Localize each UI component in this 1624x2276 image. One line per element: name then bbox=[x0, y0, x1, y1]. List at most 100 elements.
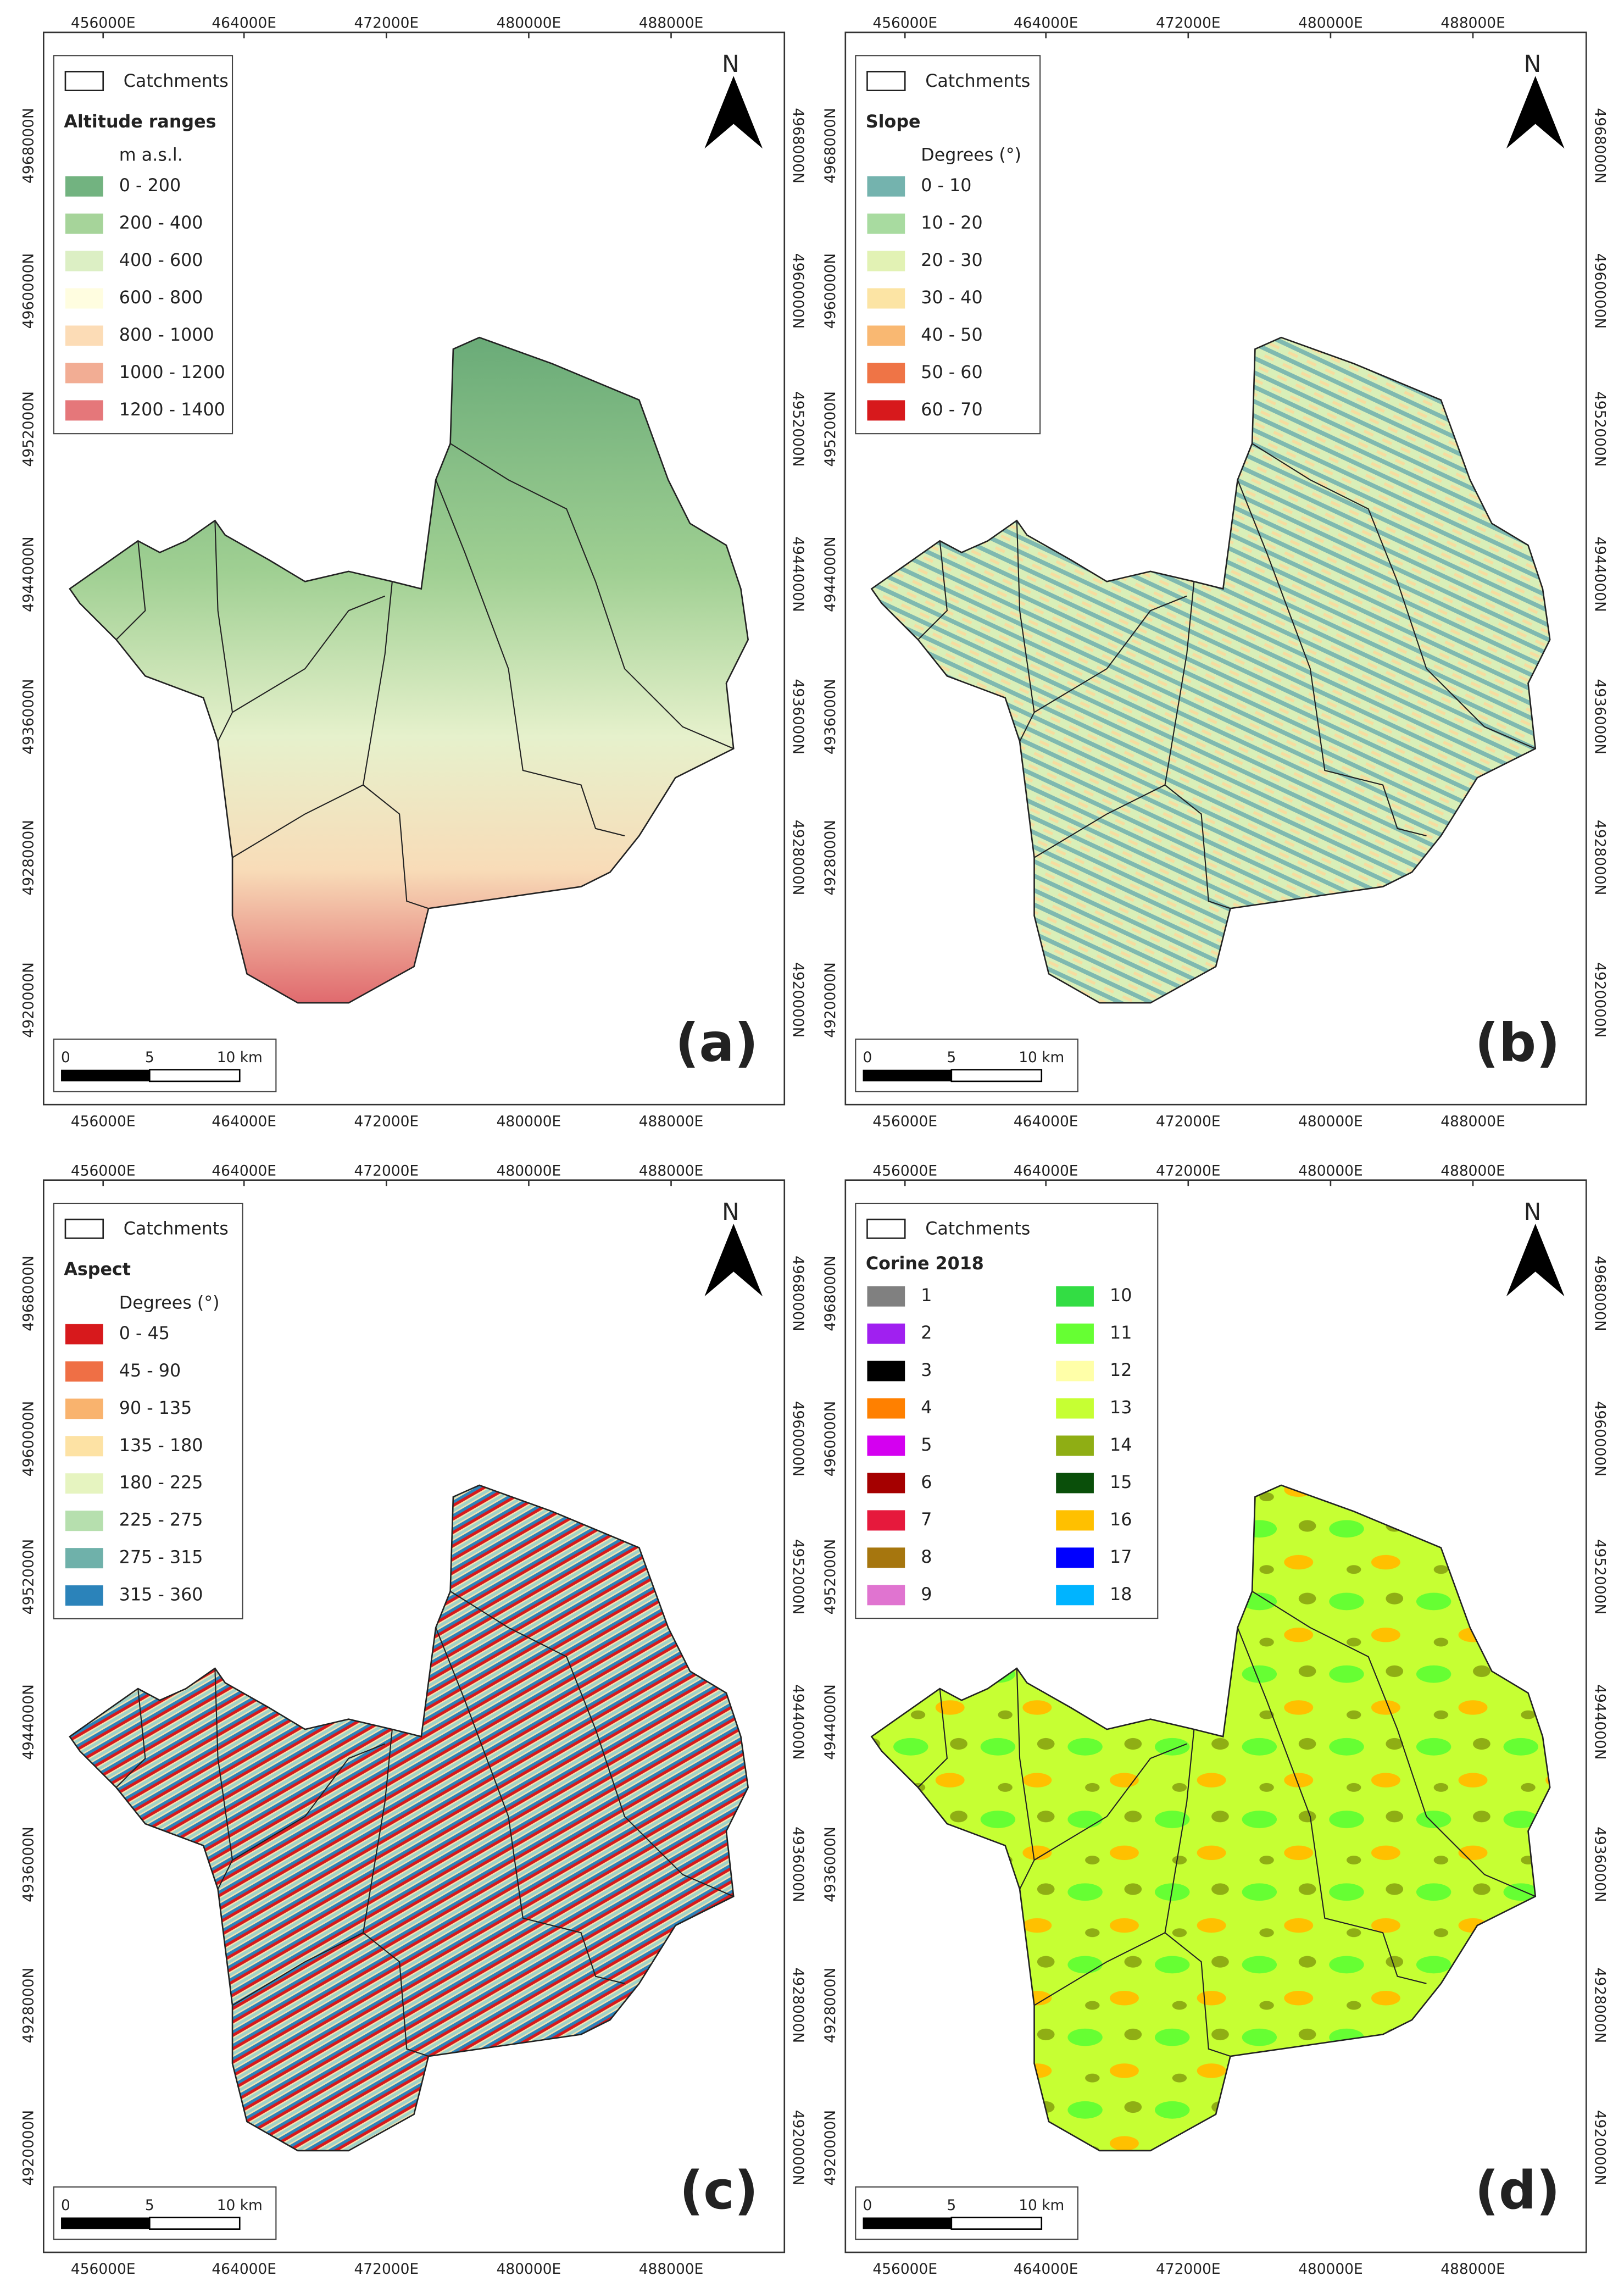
catchment-boundary bbox=[362, 581, 429, 909]
catchment-boundary bbox=[1164, 581, 1231, 909]
legend-label: 4 bbox=[921, 1398, 932, 1418]
catchment-boundary bbox=[362, 1729, 429, 2057]
legend-label: 200 - 400 bbox=[119, 213, 203, 233]
scale-box bbox=[855, 2186, 1078, 2240]
grid-y-label: 4936000N bbox=[1592, 679, 1609, 754]
scale-label: 0 bbox=[863, 1049, 872, 1066]
grid-x-label: 488000E bbox=[639, 15, 704, 32]
legend-label: 180 - 225 bbox=[119, 1473, 203, 1493]
scale-bar-white bbox=[950, 1069, 1043, 1083]
grid-y-label: 4920000N bbox=[822, 2110, 839, 2186]
grid-y-label: 4952000N bbox=[1592, 1539, 1609, 1615]
north-arrow bbox=[1506, 76, 1565, 149]
legend-label: 40 - 50 bbox=[921, 325, 982, 345]
legend-swatch bbox=[65, 288, 103, 309]
grid-y-label: 4928000N bbox=[822, 1968, 839, 2044]
legend-swatch bbox=[867, 1510, 905, 1531]
grid-x-label: 456000E bbox=[872, 2261, 937, 2276]
catchment-boundary bbox=[1164, 1729, 1231, 2057]
legend-subtitle: Degrees (°) bbox=[119, 1293, 220, 1313]
grid-y-label: 4928000N bbox=[789, 820, 807, 896]
catchment-map bbox=[69, 1484, 749, 2152]
grid-x-label: 488000E bbox=[1441, 1162, 1505, 1179]
legend-label: Catchments bbox=[124, 71, 229, 91]
catchment-boundary bbox=[1016, 520, 1035, 742]
scale-box bbox=[53, 2186, 277, 2240]
grid-y-label: 4968000N bbox=[20, 108, 37, 184]
legend-swatch bbox=[867, 325, 905, 346]
legend-label: 225 - 275 bbox=[119, 1511, 203, 1530]
grid-x-label: 480000E bbox=[1298, 1162, 1363, 1179]
legend-swatch bbox=[867, 1286, 905, 1307]
grid-x-label: 472000E bbox=[354, 1113, 419, 1130]
grid-y-label: 4944000N bbox=[789, 1684, 807, 1760]
grid-y-label: 4928000N bbox=[1592, 820, 1609, 896]
scale-label: 5 bbox=[947, 1049, 956, 1066]
legend-swatch bbox=[867, 1398, 905, 1419]
grid-y-label: 4944000N bbox=[789, 536, 807, 612]
scale-bar-black bbox=[863, 2217, 952, 2229]
legend-title: Corine 2018 bbox=[866, 1254, 984, 1274]
grid-x-label: 464000E bbox=[1014, 15, 1078, 32]
grid-y-label: 4960000N bbox=[1592, 1401, 1609, 1477]
legend-label: 13 bbox=[1110, 1398, 1132, 1418]
legend-swatch bbox=[65, 1436, 103, 1457]
legend-swatch bbox=[867, 251, 905, 271]
catchment-boundary bbox=[450, 1591, 734, 1897]
catchment-boundary bbox=[214, 1668, 233, 1890]
map-panel: 456000E 456000E 464000E 464000E 472000E 47200… bbox=[20, 15, 807, 1130]
grid-y-label: 4936000N bbox=[20, 679, 37, 754]
grid-y-label: 4936000N bbox=[20, 1827, 37, 1902]
grid-x-label: 472000E bbox=[1156, 2261, 1221, 2276]
north-label: N bbox=[1524, 1198, 1542, 1225]
scale-label: 5 bbox=[145, 2197, 154, 2214]
legend-swatch bbox=[1056, 1286, 1094, 1307]
legend-label: 0 - 200 bbox=[119, 176, 181, 196]
catchment-boundary bbox=[232, 595, 386, 713]
legend-swatch bbox=[65, 1473, 103, 1494]
legend-swatch bbox=[867, 400, 905, 421]
catchment-boundary bbox=[1252, 443, 1536, 750]
grid-x-label: 480000E bbox=[497, 1162, 561, 1179]
legend-swatch bbox=[867, 1323, 905, 1344]
grid-y-label: 4960000N bbox=[20, 1401, 37, 1477]
legend-swatch bbox=[867, 1547, 905, 1568]
legend-label: 16 bbox=[1110, 1510, 1132, 1530]
grid-y-label: 4960000N bbox=[789, 253, 807, 329]
catchment-boundary bbox=[232, 1743, 386, 1861]
grid-x-label: 464000E bbox=[1014, 1113, 1078, 1130]
legend-label: 60 - 70 bbox=[921, 400, 982, 420]
grid-y-label: 4920000N bbox=[20, 2110, 37, 2186]
north-label: N bbox=[722, 1198, 739, 1225]
legend-swatch bbox=[1056, 1585, 1094, 1606]
legend-label: Catchments bbox=[124, 1219, 229, 1239]
scale-bar-black bbox=[61, 2217, 150, 2229]
grid-x-label: 480000E bbox=[497, 2261, 561, 2276]
grid-y-label: 4952000N bbox=[1592, 391, 1609, 467]
map-panel: 456000E 456000E 464000E 464000E 472000E 47200… bbox=[822, 1162, 1609, 2276]
legend-swatch bbox=[64, 1218, 104, 1239]
legend-swatch bbox=[65, 1548, 103, 1569]
catchment-boundary bbox=[115, 541, 146, 640]
grid-y-label: 4968000N bbox=[1592, 1256, 1609, 1331]
legend-label: 14 bbox=[1110, 1435, 1132, 1455]
legend-swatch bbox=[1056, 1435, 1094, 1456]
legend-swatch bbox=[64, 70, 104, 91]
grid-y-label: 4952000N bbox=[822, 1539, 839, 1615]
catchment-boundary bbox=[450, 443, 734, 750]
legend-label: 11 bbox=[1110, 1323, 1132, 1343]
legend-swatch bbox=[867, 1473, 905, 1494]
legend-label: 8 bbox=[921, 1547, 932, 1567]
grid-x-label: 456000E bbox=[872, 15, 937, 32]
legend-title: Slope bbox=[866, 112, 921, 132]
scale-bar-black bbox=[863, 1069, 952, 1081]
legend-swatch bbox=[867, 213, 905, 234]
legend-swatch bbox=[867, 363, 905, 384]
legend-swatch bbox=[1056, 1510, 1094, 1531]
legend-box bbox=[855, 1202, 1159, 1619]
legend-label: 20 - 30 bbox=[921, 251, 982, 270]
scale-box bbox=[53, 1039, 277, 1092]
catchment-boundary bbox=[1033, 1932, 1165, 2006]
